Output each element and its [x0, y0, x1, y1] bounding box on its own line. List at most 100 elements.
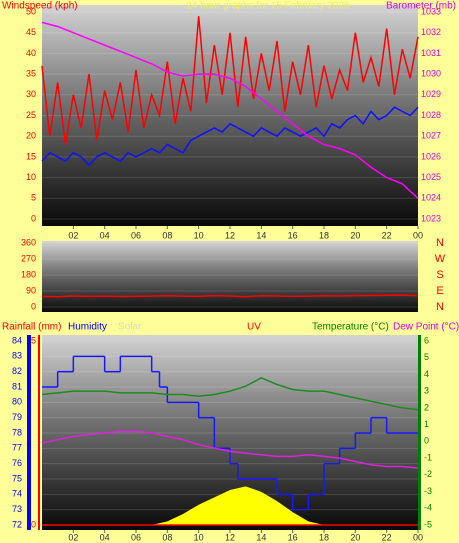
- y2-tick-label: W: [435, 253, 446, 265]
- y-tick-label: 0: [31, 213, 36, 223]
- y-tick-label: 76: [12, 458, 22, 468]
- y-tick-label: 84: [12, 335, 22, 345]
- y-tick-label: 75: [12, 473, 22, 483]
- x-tick-label: 20: [350, 230, 360, 240]
- y-tick-label: 78: [12, 427, 22, 437]
- y2-tick-label: 1030: [421, 68, 441, 78]
- y2-tick-label: -4: [424, 503, 432, 513]
- y3-tick-label: 5: [31, 335, 36, 345]
- x-tick-label: 10: [194, 230, 204, 240]
- y-tick-label: 45: [26, 27, 36, 37]
- y-tick-label: 80: [12, 397, 22, 407]
- y-tick-label: 83: [12, 351, 22, 361]
- y-tick-label: 77: [12, 443, 22, 453]
- y2-tick-label: 1031: [421, 48, 441, 58]
- y-tick-label: 73: [12, 504, 22, 514]
- y-tick-label: 5: [31, 193, 36, 203]
- y2-tick-label: 1028: [421, 110, 441, 120]
- y2-tick-label: 3: [424, 386, 429, 396]
- y-tick-label: 90: [26, 285, 36, 295]
- y-tick-label: 20: [26, 131, 36, 141]
- panel-label: Humidity: [68, 322, 107, 333]
- x-tick-label: 14: [256, 230, 266, 240]
- y2-tick-label: -2: [424, 469, 432, 479]
- y2-tick-label: 1032: [421, 27, 441, 37]
- y-tick-label: 35: [26, 68, 36, 78]
- y-tick-label: 72: [12, 519, 22, 529]
- y-tick-label: 180: [21, 269, 36, 279]
- x-tick-label: 18: [319, 230, 329, 240]
- panel-label: Rainfall (mm): [2, 322, 61, 333]
- x-tick-label: 14: [256, 532, 266, 542]
- y2-tick-label: N: [436, 301, 444, 313]
- series-line: [41, 430, 419, 469]
- y2-tick-label: 1033: [421, 6, 441, 16]
- y2-axis-label: Barometer (mb): [386, 1, 456, 12]
- y2-tick-label: -3: [424, 486, 432, 496]
- rainfall-axis-bar: [38, 335, 40, 530]
- y-tick-label: 40: [26, 48, 36, 58]
- y2-tick-label: E: [436, 285, 443, 297]
- x-tick-label: 02: [68, 230, 78, 240]
- y-tick-label: 15: [26, 151, 36, 161]
- y-tick-label: 74: [12, 489, 22, 499]
- temperature-axis-bar: [418, 335, 421, 530]
- y2-tick-label: 1024: [421, 193, 441, 203]
- y2-tick-label: 1025: [421, 172, 441, 182]
- x-tick-label: 04: [100, 230, 110, 240]
- plot-area: [42, 241, 418, 312]
- panel-label: Solar: [118, 322, 142, 333]
- panel-label: Temperature (°C): [312, 322, 389, 333]
- y2-tick-label: 1: [424, 419, 429, 429]
- y-tick-label: 10: [26, 172, 36, 182]
- x-tick-label: 12: [225, 532, 235, 542]
- y2-tick-label: S: [436, 269, 443, 281]
- panel-label: UV: [247, 322, 261, 333]
- x-tick-label: 16: [288, 230, 298, 240]
- x-tick-label: 12: [225, 230, 235, 240]
- x-tick-label: 10: [194, 532, 204, 542]
- x-tick-label: 00: [413, 532, 423, 542]
- y2-tick-label: 1026: [421, 151, 441, 161]
- y2-tick-label: -1: [424, 452, 432, 462]
- x-tick-label: 20: [350, 532, 360, 542]
- y2-tick-label: 2: [424, 402, 429, 412]
- series-line: [41, 294, 419, 298]
- y2-tick-label: 1023: [421, 213, 441, 223]
- humidity-axis-bar: [27, 335, 31, 530]
- x-tick-label: 06: [131, 230, 141, 240]
- x-tick-label: 18: [319, 532, 329, 542]
- series-line: [41, 106, 419, 167]
- chart-title: 24 hour graphs for 15 February 2025: [186, 1, 350, 12]
- y-tick-label: 81: [12, 381, 22, 391]
- x-tick-label: 08: [162, 532, 172, 542]
- y2-tick-label: N: [436, 237, 444, 249]
- x-tick-label: 04: [100, 532, 110, 542]
- x-tick-label: 00: [413, 230, 423, 240]
- y2-tick-label: 4: [424, 369, 429, 379]
- y-tick-label: 270: [21, 253, 36, 263]
- y-tick-label: 82: [12, 366, 22, 376]
- x-tick-label: 02: [68, 532, 78, 542]
- x-tick-label: 16: [288, 532, 298, 542]
- x-tick-label: 08: [162, 230, 172, 240]
- y-tick-label: 79: [12, 412, 22, 422]
- series-line: [41, 376, 419, 411]
- solar-area: [42, 486, 418, 525]
- y-tick-label: 30: [26, 89, 36, 99]
- y2-tick-label: 6: [424, 335, 429, 345]
- panel-label: Dew Point (°C): [393, 322, 459, 333]
- y-axis-label: Windspeed (kph): [2, 1, 78, 12]
- x-tick-label: 22: [382, 230, 392, 240]
- y2-tick-label: 5: [424, 352, 429, 362]
- y-tick-label: 360: [21, 237, 36, 247]
- y-tick-label: 0: [31, 301, 36, 311]
- x-tick-label: 22: [382, 532, 392, 542]
- y2-tick-label: 0: [424, 436, 429, 446]
- y3-tick-label: 0: [31, 519, 36, 529]
- x-tick-label: 06: [131, 532, 141, 542]
- series-line: [41, 21, 419, 199]
- y-tick-label: 50: [26, 6, 36, 16]
- y-tick-label: 25: [26, 110, 36, 120]
